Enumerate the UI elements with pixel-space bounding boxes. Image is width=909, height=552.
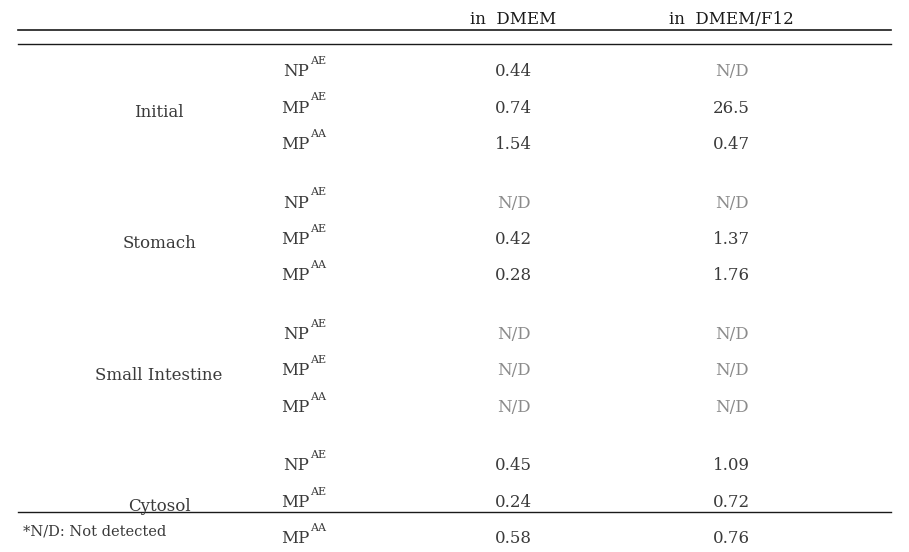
Text: 1.09: 1.09 [714,457,750,474]
Text: 0.76: 0.76 [714,530,750,547]
Text: AE: AE [310,188,326,198]
Text: AA: AA [310,392,326,402]
Text: MP: MP [281,530,309,547]
Text: 0.58: 0.58 [495,530,532,547]
Text: NP: NP [284,326,309,343]
Text: MP: MP [281,399,309,416]
Text: *N/D: Not detected: *N/D: Not detected [23,524,166,538]
Text: N/D: N/D [715,63,748,80]
Text: AE: AE [310,56,326,66]
Text: Small Intestine: Small Intestine [95,367,223,384]
Text: N/D: N/D [497,326,530,343]
Text: 0.74: 0.74 [495,99,532,116]
Text: AA: AA [310,523,326,533]
Text: AE: AE [310,450,326,460]
Text: MP: MP [281,231,309,248]
Text: 0.44: 0.44 [495,63,532,80]
Text: N/D: N/D [497,194,530,211]
Text: 1.76: 1.76 [714,267,750,284]
Text: MP: MP [281,493,309,511]
Text: 1.37: 1.37 [714,231,750,248]
Text: Initial: Initial [135,104,184,121]
Text: 0.28: 0.28 [495,267,532,284]
Text: MP: MP [281,136,309,153]
Text: NP: NP [284,63,309,80]
Text: N/D: N/D [715,326,748,343]
Text: AE: AE [310,355,326,365]
Text: AE: AE [310,319,326,329]
Text: MP: MP [281,267,309,284]
Text: N/D: N/D [497,362,530,379]
Text: N/D: N/D [497,399,530,416]
Text: AA: AA [310,261,326,270]
Text: 0.47: 0.47 [714,136,750,153]
Text: AE: AE [310,93,326,103]
Text: NP: NP [284,457,309,474]
Text: MP: MP [281,99,309,116]
Text: NP: NP [284,194,309,211]
Text: AE: AE [310,224,326,234]
Text: N/D: N/D [715,362,748,379]
Text: 0.72: 0.72 [714,493,750,511]
Text: N/D: N/D [715,194,748,211]
Text: 0.45: 0.45 [495,457,532,474]
Text: Stomach: Stomach [122,236,196,252]
Text: N/D: N/D [715,399,748,416]
Text: in  DMEM: in DMEM [471,11,556,28]
Text: AA: AA [310,129,326,139]
Text: in  DMEM/F12: in DMEM/F12 [669,11,794,28]
Text: 0.42: 0.42 [495,231,532,248]
Text: 1.54: 1.54 [495,136,532,153]
Text: MP: MP [281,362,309,379]
Text: Cytosol: Cytosol [128,498,190,515]
Text: 0.24: 0.24 [495,493,532,511]
Text: 26.5: 26.5 [714,99,750,116]
Text: AE: AE [310,487,326,497]
